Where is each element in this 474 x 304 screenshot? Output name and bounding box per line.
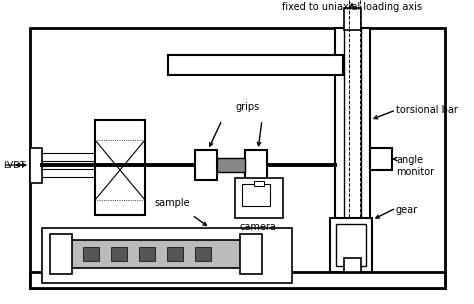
Text: sample: sample <box>154 198 190 208</box>
Bar <box>242 184 270 206</box>
Bar <box>139 247 155 261</box>
Bar <box>245 150 267 180</box>
Bar <box>50 234 72 274</box>
Bar <box>168 55 343 75</box>
Bar <box>195 150 217 180</box>
Text: torsional bar: torsional bar <box>396 105 458 115</box>
Text: gear: gear <box>396 205 418 215</box>
Bar <box>167 247 183 261</box>
Text: angle
monitor: angle monitor <box>396 155 434 177</box>
Text: fixed to uniaxial loading axis: fixed to uniaxial loading axis <box>282 2 422 12</box>
Bar <box>68 240 243 268</box>
Bar <box>111 247 127 261</box>
Bar <box>344 258 361 272</box>
Bar <box>30 148 42 183</box>
Bar <box>217 158 245 172</box>
Bar <box>240 234 262 274</box>
Bar <box>30 272 445 288</box>
Bar <box>344 28 361 228</box>
Bar <box>336 224 366 266</box>
Bar <box>30 28 445 288</box>
Bar <box>370 148 392 170</box>
Bar <box>83 247 99 261</box>
Circle shape <box>250 189 262 201</box>
Bar <box>330 218 372 272</box>
Bar <box>42 228 292 283</box>
Bar <box>254 181 264 186</box>
Bar <box>195 247 211 261</box>
Bar <box>235 178 283 218</box>
Bar <box>335 28 370 272</box>
Bar <box>95 120 145 215</box>
Text: camera: camera <box>239 222 276 232</box>
Text: LVDT: LVDT <box>3 161 26 170</box>
Bar <box>344 8 361 30</box>
Text: grips: grips <box>236 102 260 112</box>
